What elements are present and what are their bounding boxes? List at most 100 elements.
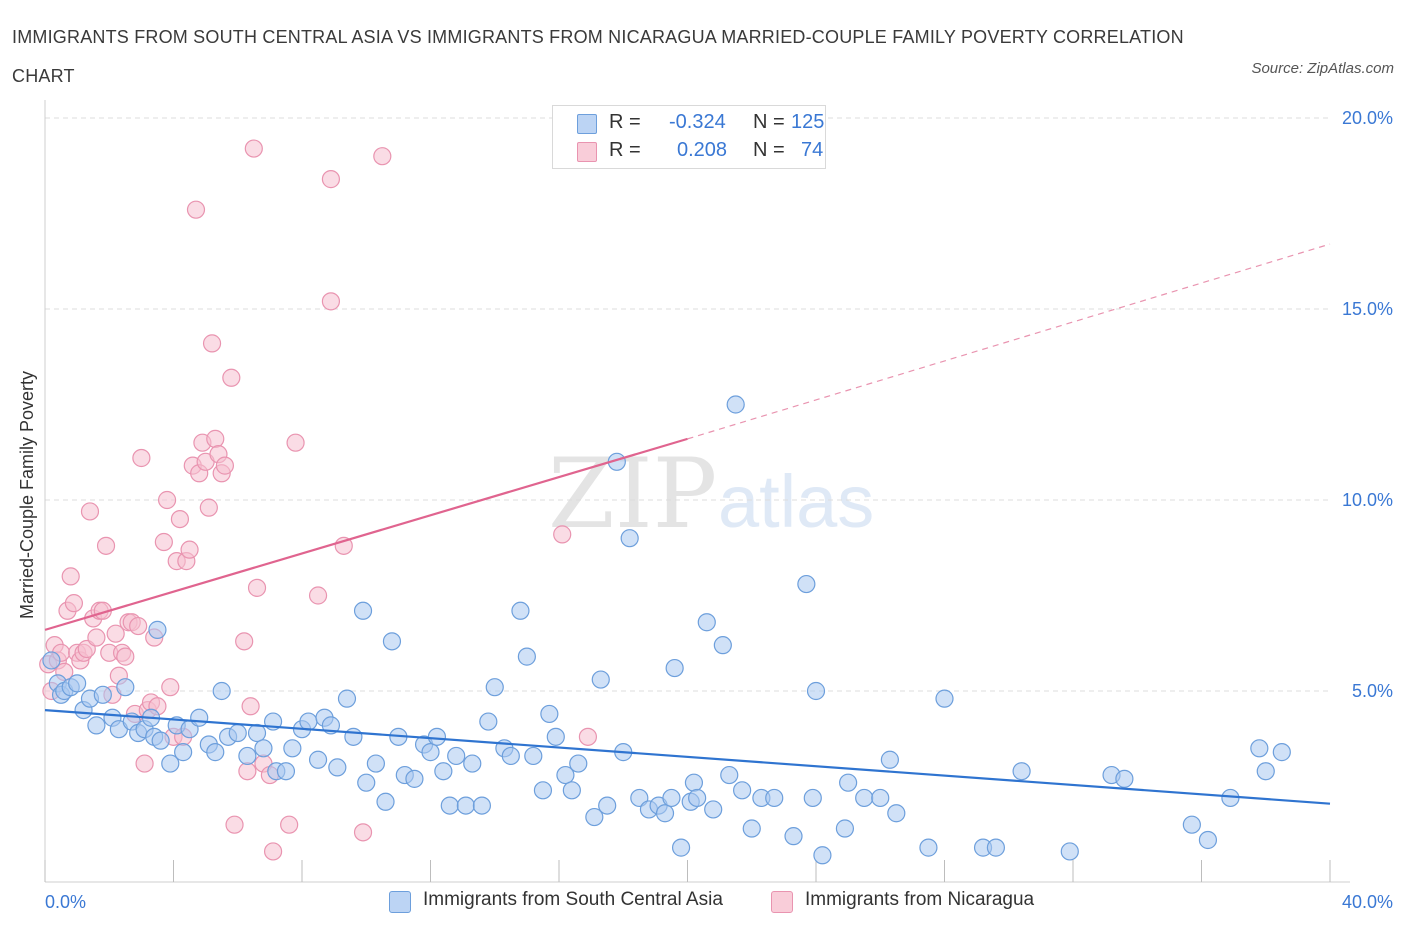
data-point (620, 529, 639, 548)
data-point (835, 819, 855, 838)
gridlines (45, 117, 1330, 692)
data-point (280, 815, 299, 834)
data-point (308, 750, 328, 769)
series-south-central-asia-points (42, 395, 1291, 865)
data-point (585, 807, 604, 827)
x-tick-labels: 0.0% 40.0% (45, 892, 1393, 912)
data-point (501, 746, 520, 766)
data-point (212, 681, 231, 701)
data-point (174, 743, 193, 762)
y-axis-label: Married-Couple Family Poverty (17, 371, 37, 619)
zipatlas-watermark: ZIP atlas (548, 438, 874, 550)
data-point (720, 765, 739, 785)
data-point (321, 170, 341, 189)
data-point (202, 334, 222, 353)
trend-line-nicaragua-extension (687, 243, 1331, 440)
data-point (344, 727, 363, 746)
data-point (263, 842, 283, 861)
legend-row-blue: R = -0.324 N = 125 (577, 111, 824, 137)
data-point (887, 804, 906, 823)
trend-line-south-central-asia (44, 709, 1331, 805)
data-point (726, 395, 745, 414)
data-point (1182, 815, 1201, 834)
data-point (591, 670, 610, 689)
legend-r-label: R = (609, 111, 641, 133)
data-point (447, 746, 466, 766)
y-tick-label: 20.0% (1342, 108, 1393, 128)
data-point (1250, 739, 1269, 758)
source-credit: Source: ZipAtlas.com (1251, 60, 1394, 77)
data-point (806, 681, 826, 701)
data-point (553, 525, 572, 544)
data-point (485, 678, 504, 697)
data-point (479, 712, 498, 731)
y-tick-label: 15.0% (1342, 299, 1393, 319)
data-point (839, 773, 858, 792)
data-point (154, 532, 173, 552)
data-point (366, 754, 385, 773)
legend-label: Immigrants from Nicaragua (805, 889, 1035, 910)
data-point (68, 674, 87, 693)
data-point (161, 678, 180, 697)
data-point (813, 846, 832, 865)
data-point (190, 708, 209, 727)
data-point (64, 594, 84, 613)
data-point (148, 620, 167, 639)
data-point (299, 712, 318, 731)
data-point (662, 788, 681, 808)
data-point (215, 456, 234, 475)
data-point (684, 773, 704, 792)
data-point (238, 746, 257, 766)
axes (44, 100, 1350, 883)
x-tick-label: 0.0% (45, 892, 86, 912)
data-point (225, 815, 244, 834)
data-point (157, 490, 177, 510)
data-point (132, 448, 151, 468)
data-point (93, 685, 112, 704)
data-point (1198, 830, 1218, 850)
data-point (986, 838, 1006, 857)
data-point (797, 574, 816, 594)
data-point (1256, 762, 1275, 781)
data-point (87, 628, 106, 647)
data-point (353, 601, 373, 620)
data-point (440, 796, 459, 815)
data-point (206, 429, 225, 448)
data-point (247, 578, 267, 597)
y-tick-labels: 5.0% 10.0% 15.0% 20.0% (1342, 108, 1393, 701)
data-point (697, 613, 716, 632)
data-point (254, 739, 273, 758)
data-point (1115, 769, 1134, 788)
data-point (556, 765, 575, 785)
data-point (244, 139, 263, 158)
data-point (382, 632, 402, 651)
data-point (96, 536, 116, 555)
data-point (524, 746, 543, 766)
data-point (199, 498, 218, 517)
legend-swatch-pink (577, 142, 597, 162)
data-point (116, 647, 135, 666)
data-point (919, 838, 938, 857)
legend-swatch-blue (389, 891, 411, 913)
data-point (427, 727, 447, 746)
legend-row-pink: R = 0.208 N = 74 (577, 139, 823, 165)
data-point (151, 731, 170, 750)
data-point (472, 796, 491, 815)
data-point (456, 796, 475, 815)
data-point (357, 773, 376, 792)
data-point (935, 689, 954, 708)
data-point (222, 368, 241, 387)
data-point (880, 750, 899, 769)
chart-title: IMMIGRANTS FROM SOUTH CENTRAL ASIA VS IM… (12, 27, 1184, 86)
data-point (337, 689, 357, 708)
data-point (116, 678, 135, 697)
data-point (228, 723, 247, 743)
data-point (540, 704, 559, 724)
data-point (742, 819, 761, 838)
data-point (283, 739, 302, 758)
data-point (765, 788, 784, 808)
y-tick-label: 10.0% (1342, 490, 1393, 510)
legend-n-label: N = (753, 111, 785, 133)
data-point (598, 796, 617, 815)
data-point (671, 838, 691, 857)
